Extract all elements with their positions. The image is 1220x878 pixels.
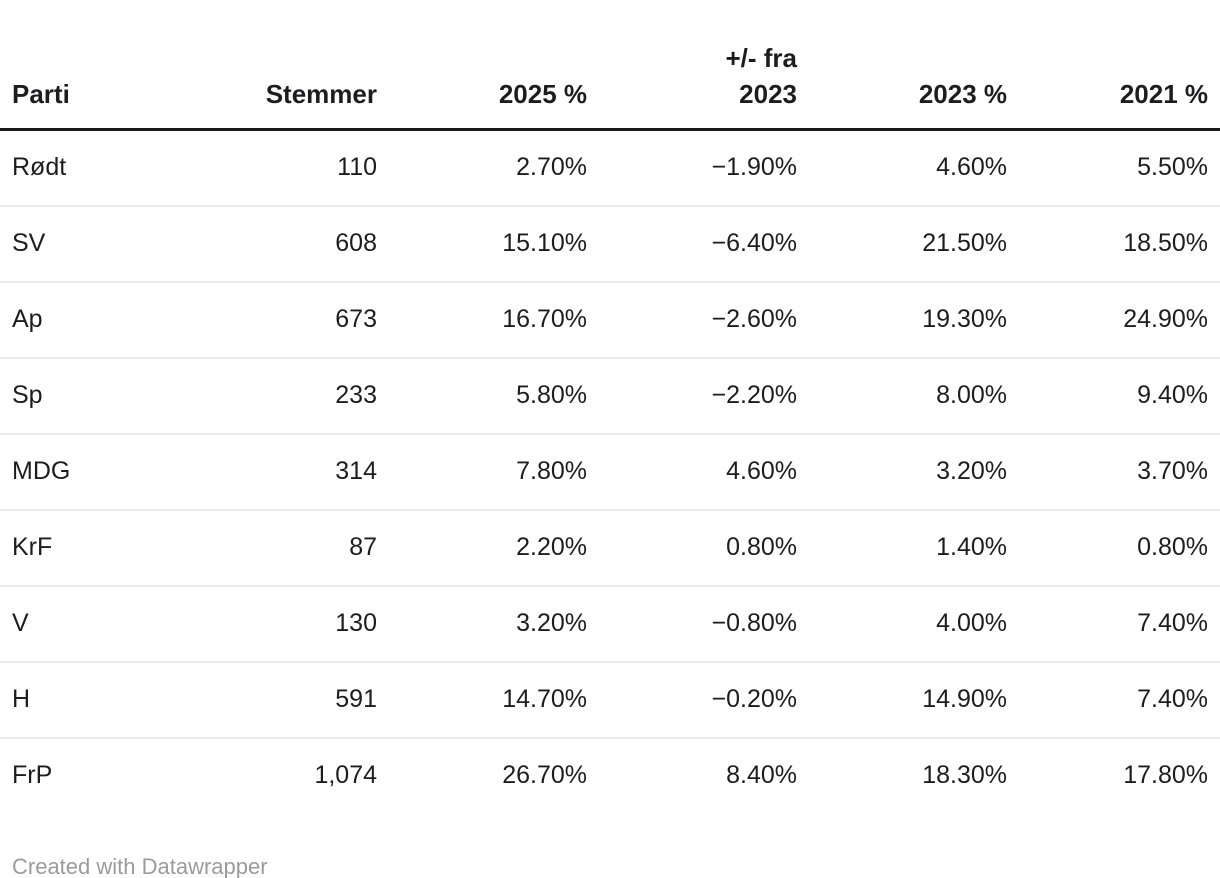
cell-stemmer: 110: [167, 129, 377, 207]
election-results-table: Parti Stemmer 2025 % +/- fra 2023 2023 %…: [0, 0, 1220, 813]
cell-2021-pct: 0.80%: [1007, 510, 1220, 587]
cell-2025-pct: 3.20%: [377, 586, 587, 663]
cell-2021-pct: 3.70%: [1007, 434, 1220, 511]
table-row-sp: Sp 233 5.80% −2.20% 8.00% 9.40%: [0, 358, 1220, 435]
cell-2025-pct: 7.80%: [377, 434, 587, 511]
column-header-diff-fra-2023: +/- fra 2023: [587, 0, 797, 131]
table-row-v: V 130 3.20% −0.80% 4.00% 7.40%: [0, 586, 1220, 663]
cell-parti: MDG: [0, 434, 167, 511]
cell-2023-pct: 4.00%: [797, 586, 1007, 663]
cell-2023-pct: 21.50%: [797, 206, 1007, 283]
cell-diff-fra-2023: −2.20%: [587, 358, 797, 435]
cell-2025-pct: 2.70%: [377, 129, 587, 207]
cell-2023-pct: 3.20%: [797, 434, 1007, 511]
cell-2023-pct: 19.30%: [797, 282, 1007, 359]
cell-parti: FrP: [12, 761, 53, 789]
cell-2023-pct: 18.30%: [922, 761, 1007, 789]
table-row-krf: KrF 87 2.20% 0.80% 1.40% 0.80%: [0, 510, 1220, 587]
cell-2021-pct: 9.40%: [1007, 358, 1220, 435]
table-row-frp: FrP 1,074 26.70% 8.40% 18.30% 17.80%: [0, 738, 1220, 813]
cell-stemmer: 130: [167, 586, 377, 663]
cell-2023-pct: 1.40%: [797, 510, 1007, 587]
cell-diff-fra-2023: 8.40%: [726, 761, 797, 789]
cell-parti: V: [0, 586, 167, 663]
table-row-sv: SV 608 15.10% −6.40% 21.50% 18.50%: [0, 206, 1220, 283]
column-header-2023-pct: 2023 %: [797, 0, 1007, 131]
cell-2025-pct: 2.20%: [377, 510, 587, 587]
cell-2021-pct: 5.50%: [1007, 129, 1220, 207]
cell-2025-pct: 5.80%: [377, 358, 587, 435]
cell-2025-pct: 15.10%: [377, 206, 587, 283]
cell-stemmer: 1,074: [314, 761, 377, 789]
cell-diff-fra-2023: −0.20%: [587, 662, 797, 739]
cell-stemmer: 233: [167, 358, 377, 435]
datawrapper-attribution-link[interactable]: Created with Datawrapper: [12, 854, 268, 878]
cell-diff-fra-2023: −2.60%: [587, 282, 797, 359]
cell-parti: KrF: [0, 510, 167, 587]
column-header-stemmer: Stemmer: [167, 0, 377, 131]
cell-parti: Sp: [0, 358, 167, 435]
cell-2021-pct: 24.90%: [1007, 282, 1220, 359]
cell-diff-fra-2023: −1.90%: [587, 129, 797, 207]
chart-footer: Created with Datawrapper: [12, 855, 1220, 878]
cell-stemmer: 591: [167, 662, 377, 739]
cell-2021-pct: 17.80%: [1123, 761, 1208, 789]
cell-2021-pct: 7.40%: [1007, 586, 1220, 663]
cell-2025-pct: 14.70%: [377, 662, 587, 739]
cell-stemmer: 314: [167, 434, 377, 511]
cell-2021-pct: 18.50%: [1007, 206, 1220, 283]
cell-parti: Ap: [0, 282, 167, 359]
column-header-parti: Parti: [0, 0, 167, 131]
header-row: Parti Stemmer 2025 % +/- fra 2023 2023 %…: [0, 0, 1220, 131]
cell-diff-fra-2023: −0.80%: [587, 586, 797, 663]
table-row-rodt: Rødt 110 2.70% −1.90% 4.60% 5.50%: [0, 129, 1220, 207]
cell-2021-pct: 7.40%: [1007, 662, 1220, 739]
cell-stemmer: 608: [167, 206, 377, 283]
cell-parti: SV: [0, 206, 167, 283]
cell-stemmer: 87: [167, 510, 377, 587]
cell-diff-fra-2023: 0.80%: [587, 510, 797, 587]
table-row-h: H 591 14.70% −0.20% 14.90% 7.40%: [0, 662, 1220, 739]
table-row-ap: Ap 673 16.70% −2.60% 19.30% 24.90%: [0, 282, 1220, 359]
cell-2025-pct: 16.70%: [377, 282, 587, 359]
cell-2023-pct: 14.90%: [797, 662, 1007, 739]
column-header-2025-pct: 2025 %: [377, 0, 587, 131]
cell-2025-pct: 26.70%: [502, 761, 587, 789]
table-row-mdg: MDG 314 7.80% 4.60% 3.20% 3.70%: [0, 434, 1220, 511]
cell-parti: Rødt: [0, 129, 167, 207]
cell-diff-fra-2023: −6.40%: [587, 206, 797, 283]
cell-parti: H: [0, 662, 167, 739]
cell-2023-pct: 8.00%: [797, 358, 1007, 435]
cell-diff-fra-2023: 4.60%: [587, 434, 797, 511]
column-header-2021-pct: 2021 %: [1007, 0, 1220, 131]
cell-stemmer: 673: [167, 282, 377, 359]
cell-2023-pct: 4.60%: [797, 129, 1007, 207]
